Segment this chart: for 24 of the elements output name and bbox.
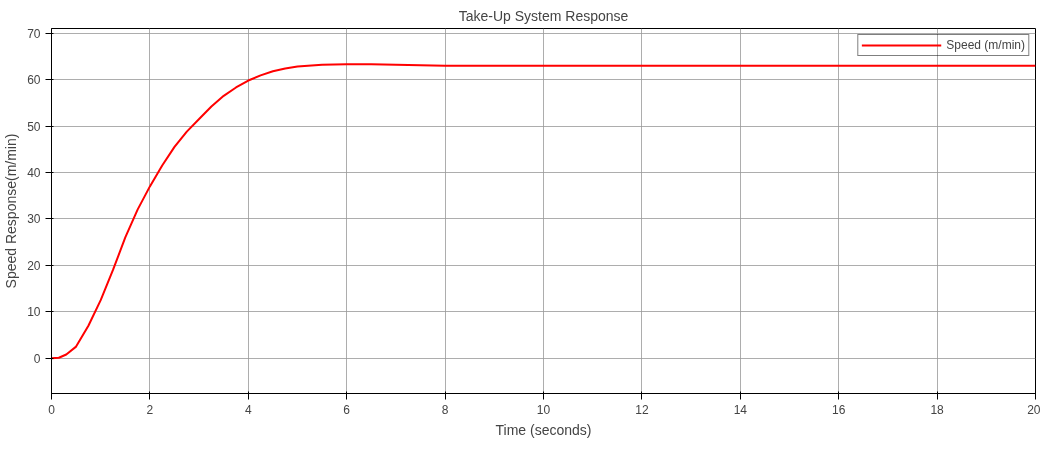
x-tick-label: 6 bbox=[343, 402, 351, 417]
x-tick-label: 12 bbox=[635, 402, 649, 417]
x-tick-label: 0 bbox=[48, 402, 56, 417]
x-tick-label: 18 bbox=[930, 402, 945, 417]
chart-title: Take-Up System Response bbox=[458, 7, 629, 24]
y-tick-label: 70 bbox=[27, 26, 41, 41]
y-axis-title: Speed Response(m/min) bbox=[3, 133, 20, 289]
series-label: Speed (m/min) bbox=[946, 38, 1025, 52]
x-tick-label: 8 bbox=[441, 402, 449, 417]
y-tick-label: 30 bbox=[27, 212, 41, 227]
y-tick-label: 20 bbox=[27, 258, 41, 273]
x-tick-label: 16 bbox=[832, 402, 846, 417]
x-tick-label: 10 bbox=[536, 402, 551, 417]
y-tick-label: 60 bbox=[27, 73, 41, 88]
x-tick-label: 14 bbox=[733, 402, 748, 417]
y-tick-label: 40 bbox=[27, 165, 41, 180]
line-series bbox=[51, 63, 1036, 360]
y-tick-label: 0 bbox=[33, 351, 41, 366]
x-tick-label: 2 bbox=[146, 402, 154, 417]
y-tick-label: 50 bbox=[27, 119, 41, 134]
x-tick-label: 20 bbox=[1027, 402, 1041, 417]
x-axis-title: Time (seconds) bbox=[495, 421, 592, 438]
x-tick-label: 4 bbox=[244, 402, 252, 417]
y-tick-label: 10 bbox=[27, 305, 41, 320]
